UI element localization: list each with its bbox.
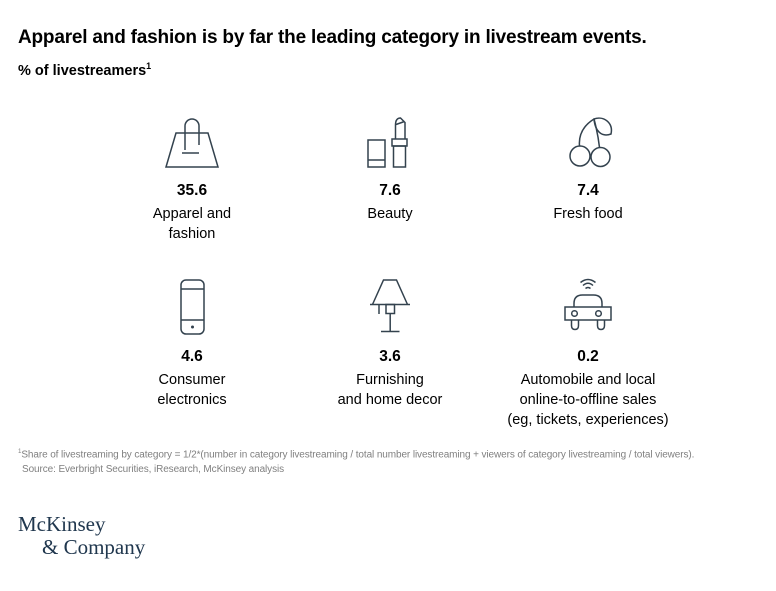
footnote-definition: 1Share of livestreaming by category = 1/… [18, 444, 774, 462]
lipstick-icon [355, 98, 425, 170]
category-value: 3.6 [379, 348, 401, 365]
category-cell: 35.6 Apparel and fashion [93, 98, 291, 244]
category-label-line: Beauty [367, 206, 413, 222]
unit-label-text: % of livestreamers [18, 62, 147, 79]
lamp-icon [355, 264, 425, 336]
category-cell: 7.6 Beauty [291, 98, 489, 244]
category-label-line: fashion [168, 226, 216, 242]
cherries-icon [553, 98, 623, 170]
category-label-line: Furnishing [356, 372, 424, 388]
category-cell: 7.4 Fresh food [489, 98, 687, 244]
category-label: Fresh food [553, 204, 622, 224]
page-title: Apparel and fashion is by far the leadin… [18, 26, 647, 48]
category-label-line: Automobile and local [520, 372, 656, 388]
category-label-line: Apparel and [152, 206, 232, 222]
category-cell: 0.2 Automobile and local online-to-offline… [489, 264, 687, 430]
category-value: 7.4 [577, 182, 599, 199]
chart-unit-label: % of livestreamers1 [18, 61, 151, 79]
unit-label-superscript: 1 [146, 61, 152, 71]
category-label: Consumer electronics [157, 370, 226, 410]
category-label-line: and home decor [337, 392, 443, 408]
category-label: Beauty [367, 204, 412, 224]
category-label-line: Consumer [158, 372, 226, 388]
category-cell: 4.6 Consumer electronics [93, 264, 291, 430]
mckinsey-logo: McKinsey & Company [18, 513, 145, 559]
category-label: Automobile and local online-to-offline sa… [507, 370, 668, 430]
category-label: Furnishing and home decor [338, 370, 443, 410]
category-value: 0.2 [577, 348, 599, 365]
logo-line2: & Company [42, 535, 146, 559]
logo-line1: McKinsey [18, 512, 106, 536]
category-cell: 3.6 Furnishing and home decor [291, 264, 489, 430]
category-value: 7.6 [379, 182, 401, 199]
category-grid: 35.6 Apparel and fashion 7.6 Beauty 7.4 Fres… [93, 98, 687, 430]
footnote: 1Share of livestreaming by category = 1/… [18, 444, 774, 477]
category-label-line: Fresh food [553, 206, 623, 222]
footnote-superscript: 1 [18, 448, 22, 455]
category-label: Apparel and fashion [153, 204, 231, 244]
category-label-line: online-to-offline sales [519, 392, 657, 408]
car-wifi-icon [553, 264, 623, 336]
footnote-text: Share of livestreaming by category = 1/2… [21, 449, 695, 461]
smartphone-icon [157, 264, 227, 336]
handbag-icon [157, 98, 227, 170]
category-value: 35.6 [176, 182, 208, 199]
category-label-line: (eg, tickets, experiences) [507, 412, 669, 428]
category-label-line: electronics [157, 392, 227, 408]
category-value: 4.6 [181, 348, 203, 365]
footnote-source: Source: Everbright Securities, iResearch… [22, 464, 284, 476]
